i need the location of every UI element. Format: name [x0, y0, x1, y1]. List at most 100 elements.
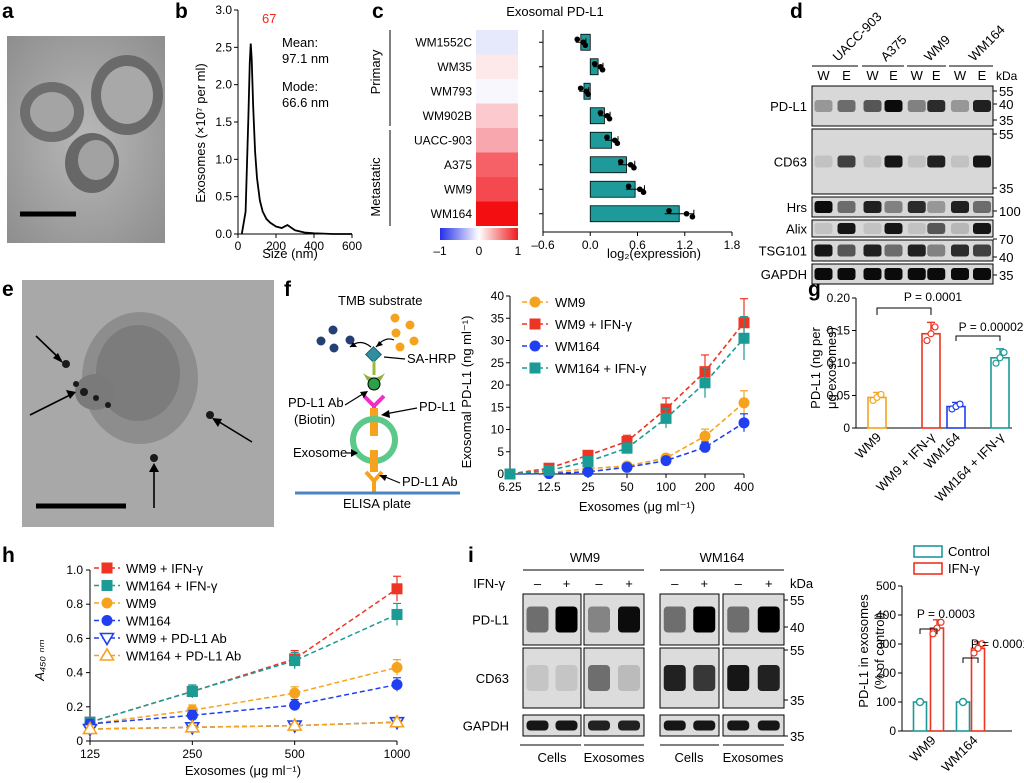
h-point — [186, 685, 198, 697]
g-data-point — [956, 400, 964, 408]
i-marker-label: 55 — [790, 643, 804, 658]
i-data-point — [970, 649, 978, 657]
c-data-point — [636, 186, 643, 193]
h-xtick-label: 1000 — [384, 747, 411, 761]
d-lane-label: W — [911, 68, 924, 83]
c-data-point — [614, 140, 621, 147]
g-bar-WM164 + IFN-γ — [990, 356, 1010, 429]
c-data-point — [604, 134, 610, 141]
i-exosomes-label: Exosomes — [723, 750, 784, 765]
c-heat-cell-WM1552C — [476, 30, 518, 55]
d-marker-label: 40 — [999, 250, 1013, 265]
c-row-label: WM902B — [423, 109, 472, 123]
chart-c: WM1552C WM35 WM793 WM902B UACC-903 A375 WM9 WM1… — [389, 30, 741, 258]
i-ytick-label: 0 — [889, 724, 896, 738]
f-point — [582, 456, 594, 468]
i-band — [555, 720, 578, 731]
f-ytick-label: 25 — [491, 356, 505, 370]
f-point — [621, 461, 633, 473]
chart-i: 0 100 200 300 400 500 WM9 WM164 Control IFN-γ — [876, 544, 1012, 775]
i-lane-sign: + — [765, 576, 773, 591]
f-plate-label: ELISA plate — [343, 496, 411, 511]
panel-label-a: a — [2, 0, 14, 23]
d-lane-label: W — [954, 68, 967, 83]
f-xtick-label: 200 — [695, 480, 715, 494]
i-band — [526, 665, 549, 691]
g-data-point — [1000, 348, 1008, 357]
d-band — [951, 155, 969, 168]
i-marker-label: 35 — [790, 693, 804, 708]
f-legend-label: WM9 + IFN-γ — [555, 317, 632, 332]
i-lane-sign: – — [735, 576, 743, 591]
i-marker-label: 35 — [790, 729, 804, 744]
c-heat-cell-UACC-903 — [476, 128, 518, 153]
d-band — [863, 244, 882, 257]
f-tmb-label: TMB substrate — [338, 293, 423, 308]
f-point — [504, 468, 516, 480]
c-data-point — [585, 91, 591, 98]
h-xlabel: Exosomes (μg ml⁻¹) — [185, 763, 301, 778]
b-mean-value: 97.1 nm — [282, 51, 329, 66]
c-title: Exosomal PD-L1 — [506, 4, 604, 19]
f-legend-marker — [529, 362, 541, 374]
d-lane-label: W — [866, 68, 879, 83]
c-heat-cell-WM35 — [476, 54, 518, 79]
d-marker-label: 35 — [999, 113, 1013, 128]
d-band — [907, 268, 926, 280]
d-band — [927, 201, 946, 213]
c-xlabel: log₂(expression) — [607, 246, 701, 261]
i-blot-strip — [659, 714, 720, 737]
f-pdl1ab-biotin-1: PD-L1 Ab — [288, 395, 344, 410]
h-legend-marker — [101, 562, 113, 574]
f-point — [621, 436, 633, 448]
d-band — [837, 244, 856, 257]
f-ytick-label: 30 — [491, 334, 505, 348]
i-band — [727, 606, 750, 633]
f-ytick-label: 35 — [491, 311, 505, 325]
g-data-point — [931, 323, 939, 331]
g-ytick-label: 0.05 — [827, 389, 851, 403]
d-marker-label: 55 — [999, 84, 1013, 99]
c-group-primary: Primary — [368, 49, 383, 94]
i-row-label: PD-L1 — [472, 613, 509, 628]
d-band — [973, 100, 991, 112]
c-row-label: WM9 — [444, 182, 472, 196]
i-exosomes-label: Exosomes — [584, 750, 645, 765]
d-band — [973, 201, 991, 213]
f-ytick-label: 40 — [491, 289, 505, 303]
f-pdl1ab-label: PD-L1 Ab — [402, 474, 458, 489]
h-series-line — [89, 683, 398, 725]
d-row-label: Alix — [786, 222, 807, 237]
panel-label-e: e — [2, 278, 14, 301]
g-data-point — [927, 330, 935, 338]
h-ytick-label: 0.4 — [66, 666, 83, 680]
i-unit: kDa — [790, 576, 814, 591]
i-row-label: CD63 — [476, 671, 509, 686]
d-band — [907, 201, 926, 213]
i-sig-bracket-2 — [962, 657, 979, 663]
f-legend-marker — [529, 318, 541, 330]
b-mean-label: Mean: — [282, 35, 318, 50]
b-ytick-label: 2.0 — [215, 78, 232, 92]
f-exosome-label: Exosome — [293, 445, 347, 460]
c-heat-cell-WM164 — [476, 201, 518, 226]
d-row-label: CD63 — [774, 155, 807, 170]
c-data-point — [666, 207, 672, 214]
h-point — [391, 608, 403, 620]
h-ylabel: A₄₅₀ ₙₘ — [32, 639, 47, 681]
h-ytick-label: 0.2 — [66, 700, 83, 714]
g-p2: P = 0.00002 — [959, 320, 1024, 334]
h-legend-label: WM9 + IFN-γ — [126, 561, 203, 576]
i-band — [693, 606, 716, 633]
d-band — [951, 100, 969, 112]
d-band — [814, 155, 833, 168]
h-point — [289, 687, 301, 699]
d-row-label: GAPDH — [761, 267, 807, 282]
f-xtick-label: 12.5 — [537, 480, 561, 494]
b-ytick-label: 0.0 — [215, 227, 232, 241]
d-band — [907, 155, 926, 168]
i-legend-label: IFN-γ — [948, 561, 980, 576]
i-band — [663, 606, 686, 633]
c-colorbar-tick-label: 0 — [476, 244, 483, 258]
h-legend-marker — [101, 597, 113, 609]
